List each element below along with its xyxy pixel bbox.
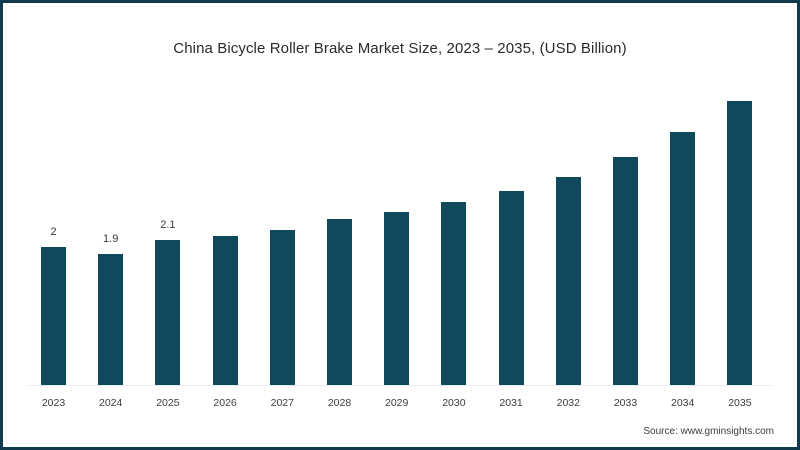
x-axis-tick-labels: 2023 2024 2025 2026 2027 2028 2029 2030 2031 2032… [28, 396, 772, 412]
bar-2033[interactable] [613, 80, 638, 386]
bar-rect-2034 [670, 132, 696, 386]
bar-rect-2026 [212, 236, 238, 386]
bar-2026[interactable] [212, 80, 238, 386]
bar-2025[interactable]: 2.1 [155, 80, 181, 386]
bar-2024[interactable]: 1.9 [98, 80, 124, 386]
bar-rect-2028 [327, 219, 352, 386]
bar-rect-2027 [269, 230, 295, 386]
x-tick-label-2026: 2026 [213, 397, 237, 409]
bar-2030[interactable] [441, 80, 467, 386]
bar-value-label-2023: 2 [50, 226, 57, 238]
chart-title: China Bicycle Roller Brake Market Size, … [173, 40, 627, 57]
bar-rect-2031 [498, 191, 524, 386]
bar-rect-2035 [727, 101, 753, 386]
x-tick-label-2030: 2030 [442, 397, 466, 409]
plot-area: 2 1.9 2.1 [28, 80, 772, 386]
x-tick-label-2027: 2027 [270, 397, 294, 409]
x-tick-label-2023: 2023 [41, 397, 66, 409]
bar-rect-2023 [41, 247, 66, 386]
bar-2031[interactable] [498, 80, 524, 386]
bar-rect-2032 [555, 177, 581, 386]
x-tick-label-2034: 2034 [671, 397, 695, 409]
bar-rect-2033 [613, 157, 638, 386]
x-axis-baseline [28, 385, 772, 386]
x-tick-label-2029: 2029 [385, 397, 409, 409]
source-attribution: Source: www.gminsights.com [643, 426, 774, 437]
x-tick-label-2033: 2033 [613, 397, 638, 409]
x-tick-label-2028: 2028 [327, 397, 352, 409]
x-tick-label-2035: 2035 [728, 397, 752, 409]
bar-2028[interactable] [327, 80, 352, 386]
x-tick-label-2031: 2031 [499, 397, 523, 409]
bar-2032[interactable] [555, 80, 581, 386]
bar-2034[interactable] [670, 80, 696, 386]
bar-2023[interactable]: 2 [41, 80, 66, 386]
bar-rect-2030 [441, 202, 467, 386]
x-tick-label-2032: 2032 [556, 397, 580, 409]
bar-value-label-2025: 2.1 [160, 219, 176, 231]
bar-2027[interactable] [269, 80, 295, 386]
x-tick-label-2024: 2024 [99, 397, 123, 409]
bar-rect-2029 [384, 212, 410, 386]
bar-value-label-2024: 1.9 [103, 233, 119, 245]
bar-rect-2024 [98, 254, 124, 386]
bar-rect-2025 [155, 240, 181, 386]
x-tick-label-2025: 2025 [156, 397, 180, 409]
bar-2029[interactable] [384, 80, 410, 386]
bar-2035[interactable] [727, 80, 753, 386]
